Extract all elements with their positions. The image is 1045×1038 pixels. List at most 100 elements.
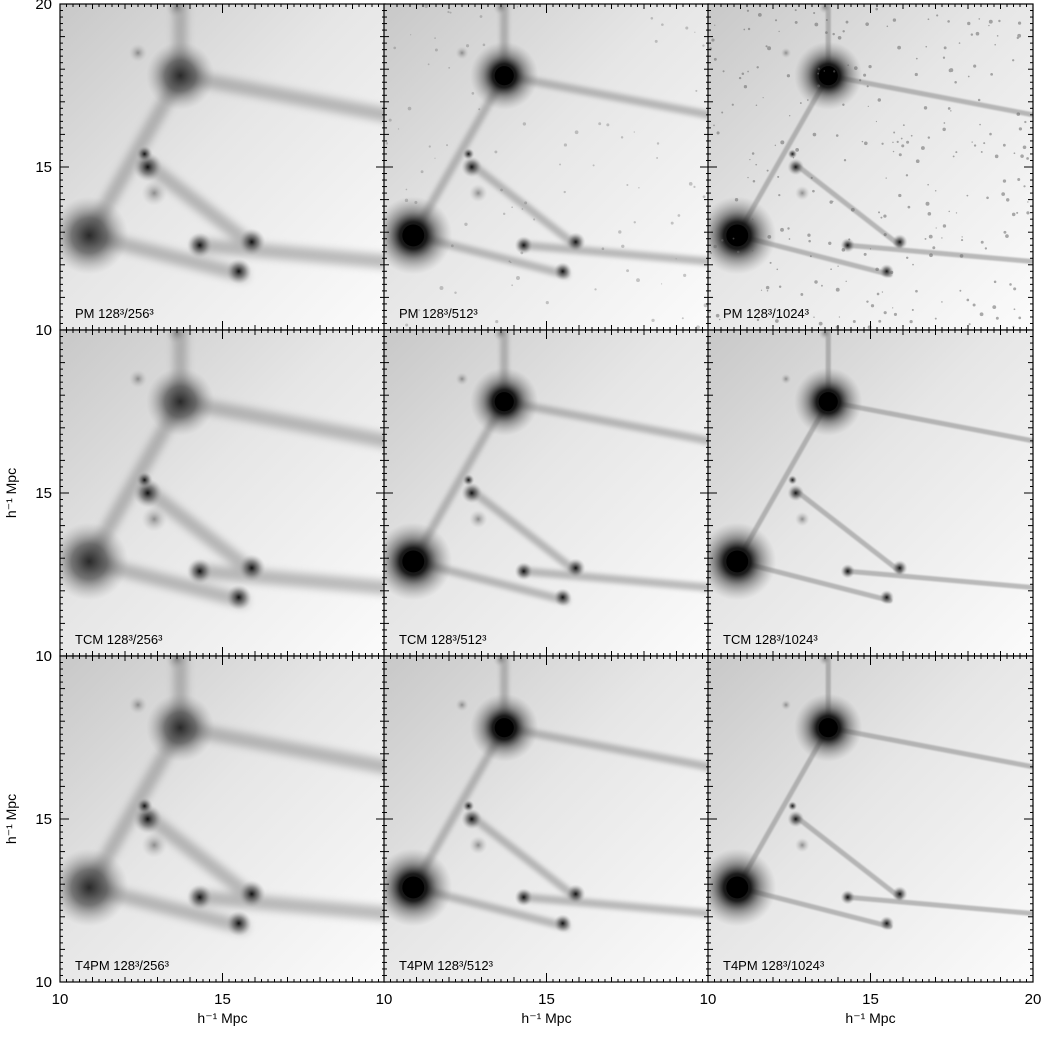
halo — [780, 373, 792, 385]
halo — [60, 196, 129, 275]
panel-label: TCM 128³/256³ — [75, 632, 163, 647]
axes-layer: 10 15 h⁻¹ Mpc 10 15 h⁻¹ Mpc 10 15 20 h⁻¹ Mpc 10 15 2… — [3, 0, 1041, 1026]
halo — [566, 232, 586, 252]
halo — [238, 880, 266, 908]
y-tick-label: 10 — [35, 322, 52, 339]
halo — [146, 367, 215, 436]
halo — [566, 884, 586, 904]
x-tick-label: 10 — [700, 991, 717, 1008]
density-map — [384, 330, 709, 656]
x-tick-label: 15 — [214, 991, 231, 1008]
halo — [840, 563, 856, 579]
x-tick-label: 10 — [376, 991, 393, 1008]
halo — [165, 656, 189, 671]
halo — [794, 837, 810, 853]
density-map — [384, 656, 709, 982]
halo — [141, 180, 167, 206]
halo — [469, 183, 488, 203]
halo — [165, 4, 189, 19]
panel-label: PM 128³/1024³ — [723, 306, 810, 321]
y-axis-label: h⁻¹ Mpc — [3, 794, 19, 844]
density-map — [60, 330, 385, 656]
halo — [461, 156, 483, 178]
halo — [879, 264, 895, 279]
panel-label: T4PM 128³/1024³ — [723, 958, 825, 973]
halo — [553, 914, 572, 933]
density-map — [708, 4, 1033, 330]
halo — [787, 484, 805, 502]
y-tick-label: 15 — [35, 811, 52, 828]
y-tick-label: 15 — [35, 159, 52, 176]
y-tick-label: 20 — [35, 0, 52, 13]
x-tick-label: 20 — [1025, 991, 1042, 1008]
halo — [128, 43, 148, 62]
density-map — [384, 4, 709, 330]
halo — [60, 848, 129, 927]
halo — [187, 558, 213, 584]
halo — [60, 522, 129, 601]
halo — [780, 47, 792, 59]
x-axis-label: h⁻¹ Mpc — [845, 1010, 895, 1026]
density-panel-tcm-256: TCM 128³/256³ — [59, 329, 386, 657]
y-tick-label: 10 — [35, 974, 52, 991]
halo — [455, 372, 469, 386]
density-panel-t4pm-1024: T4PM 128³/1024³ — [707, 655, 1034, 983]
halo — [787, 810, 805, 828]
halo — [553, 262, 572, 281]
halo — [238, 554, 266, 582]
halo — [794, 185, 810, 201]
halo — [514, 562, 533, 581]
halo — [461, 808, 483, 830]
halo — [136, 145, 153, 163]
halo — [187, 232, 213, 258]
panel-ticks — [59, 329, 386, 657]
halo — [146, 41, 215, 110]
halo — [879, 916, 895, 931]
halo — [514, 888, 533, 907]
halo — [141, 832, 167, 858]
panel-label: TCM 128³/1024³ — [723, 632, 818, 647]
halo — [136, 797, 153, 815]
y-axis-label: h⁻¹ Mpc — [3, 468, 19, 518]
density-panel-pm-256: PM 128³/256³ — [59, 3, 386, 331]
halo — [455, 46, 469, 60]
halo — [787, 149, 798, 159]
halo — [891, 886, 908, 902]
halo — [566, 558, 586, 578]
halo — [514, 236, 533, 255]
halo — [818, 330, 832, 340]
density-map — [708, 330, 1033, 656]
panel-label: PM 128³/512³ — [399, 306, 478, 321]
halo — [141, 506, 167, 532]
halo — [492, 330, 510, 342]
halo — [492, 4, 510, 16]
halo — [891, 234, 908, 250]
halo — [226, 910, 252, 937]
halo — [787, 158, 805, 176]
halo — [794, 511, 810, 527]
density-panel-tcm-1024: TCM 128³/1024³ — [707, 329, 1034, 657]
density-panel-t4pm-256: T4PM 128³/256³ — [59, 655, 386, 983]
panel-ticks — [707, 655, 1034, 983]
halo — [455, 698, 469, 712]
halo — [891, 560, 908, 576]
halo — [128, 695, 148, 715]
x-tick-label: 15 — [538, 991, 555, 1008]
panel-ticks — [707, 329, 1034, 657]
halo — [818, 656, 832, 666]
density-map — [708, 656, 1033, 982]
panel-label: PM 128³/256³ — [75, 306, 154, 321]
halo — [462, 474, 475, 486]
density-map — [60, 656, 385, 982]
halo — [879, 590, 895, 605]
halo — [780, 699, 792, 711]
halo — [461, 482, 483, 504]
x-axis-label: h⁻¹ Mpc — [197, 1010, 247, 1026]
density-panel-tcm-512: TCM 128³/512³ — [383, 329, 710, 657]
halo — [553, 588, 572, 607]
halo — [840, 889, 856, 905]
density-panel-pm-512: PM 128³/512³ — [383, 3, 710, 331]
density-map — [60, 4, 385, 330]
halo — [492, 656, 510, 668]
x-tick-label: 10 — [52, 991, 69, 1008]
